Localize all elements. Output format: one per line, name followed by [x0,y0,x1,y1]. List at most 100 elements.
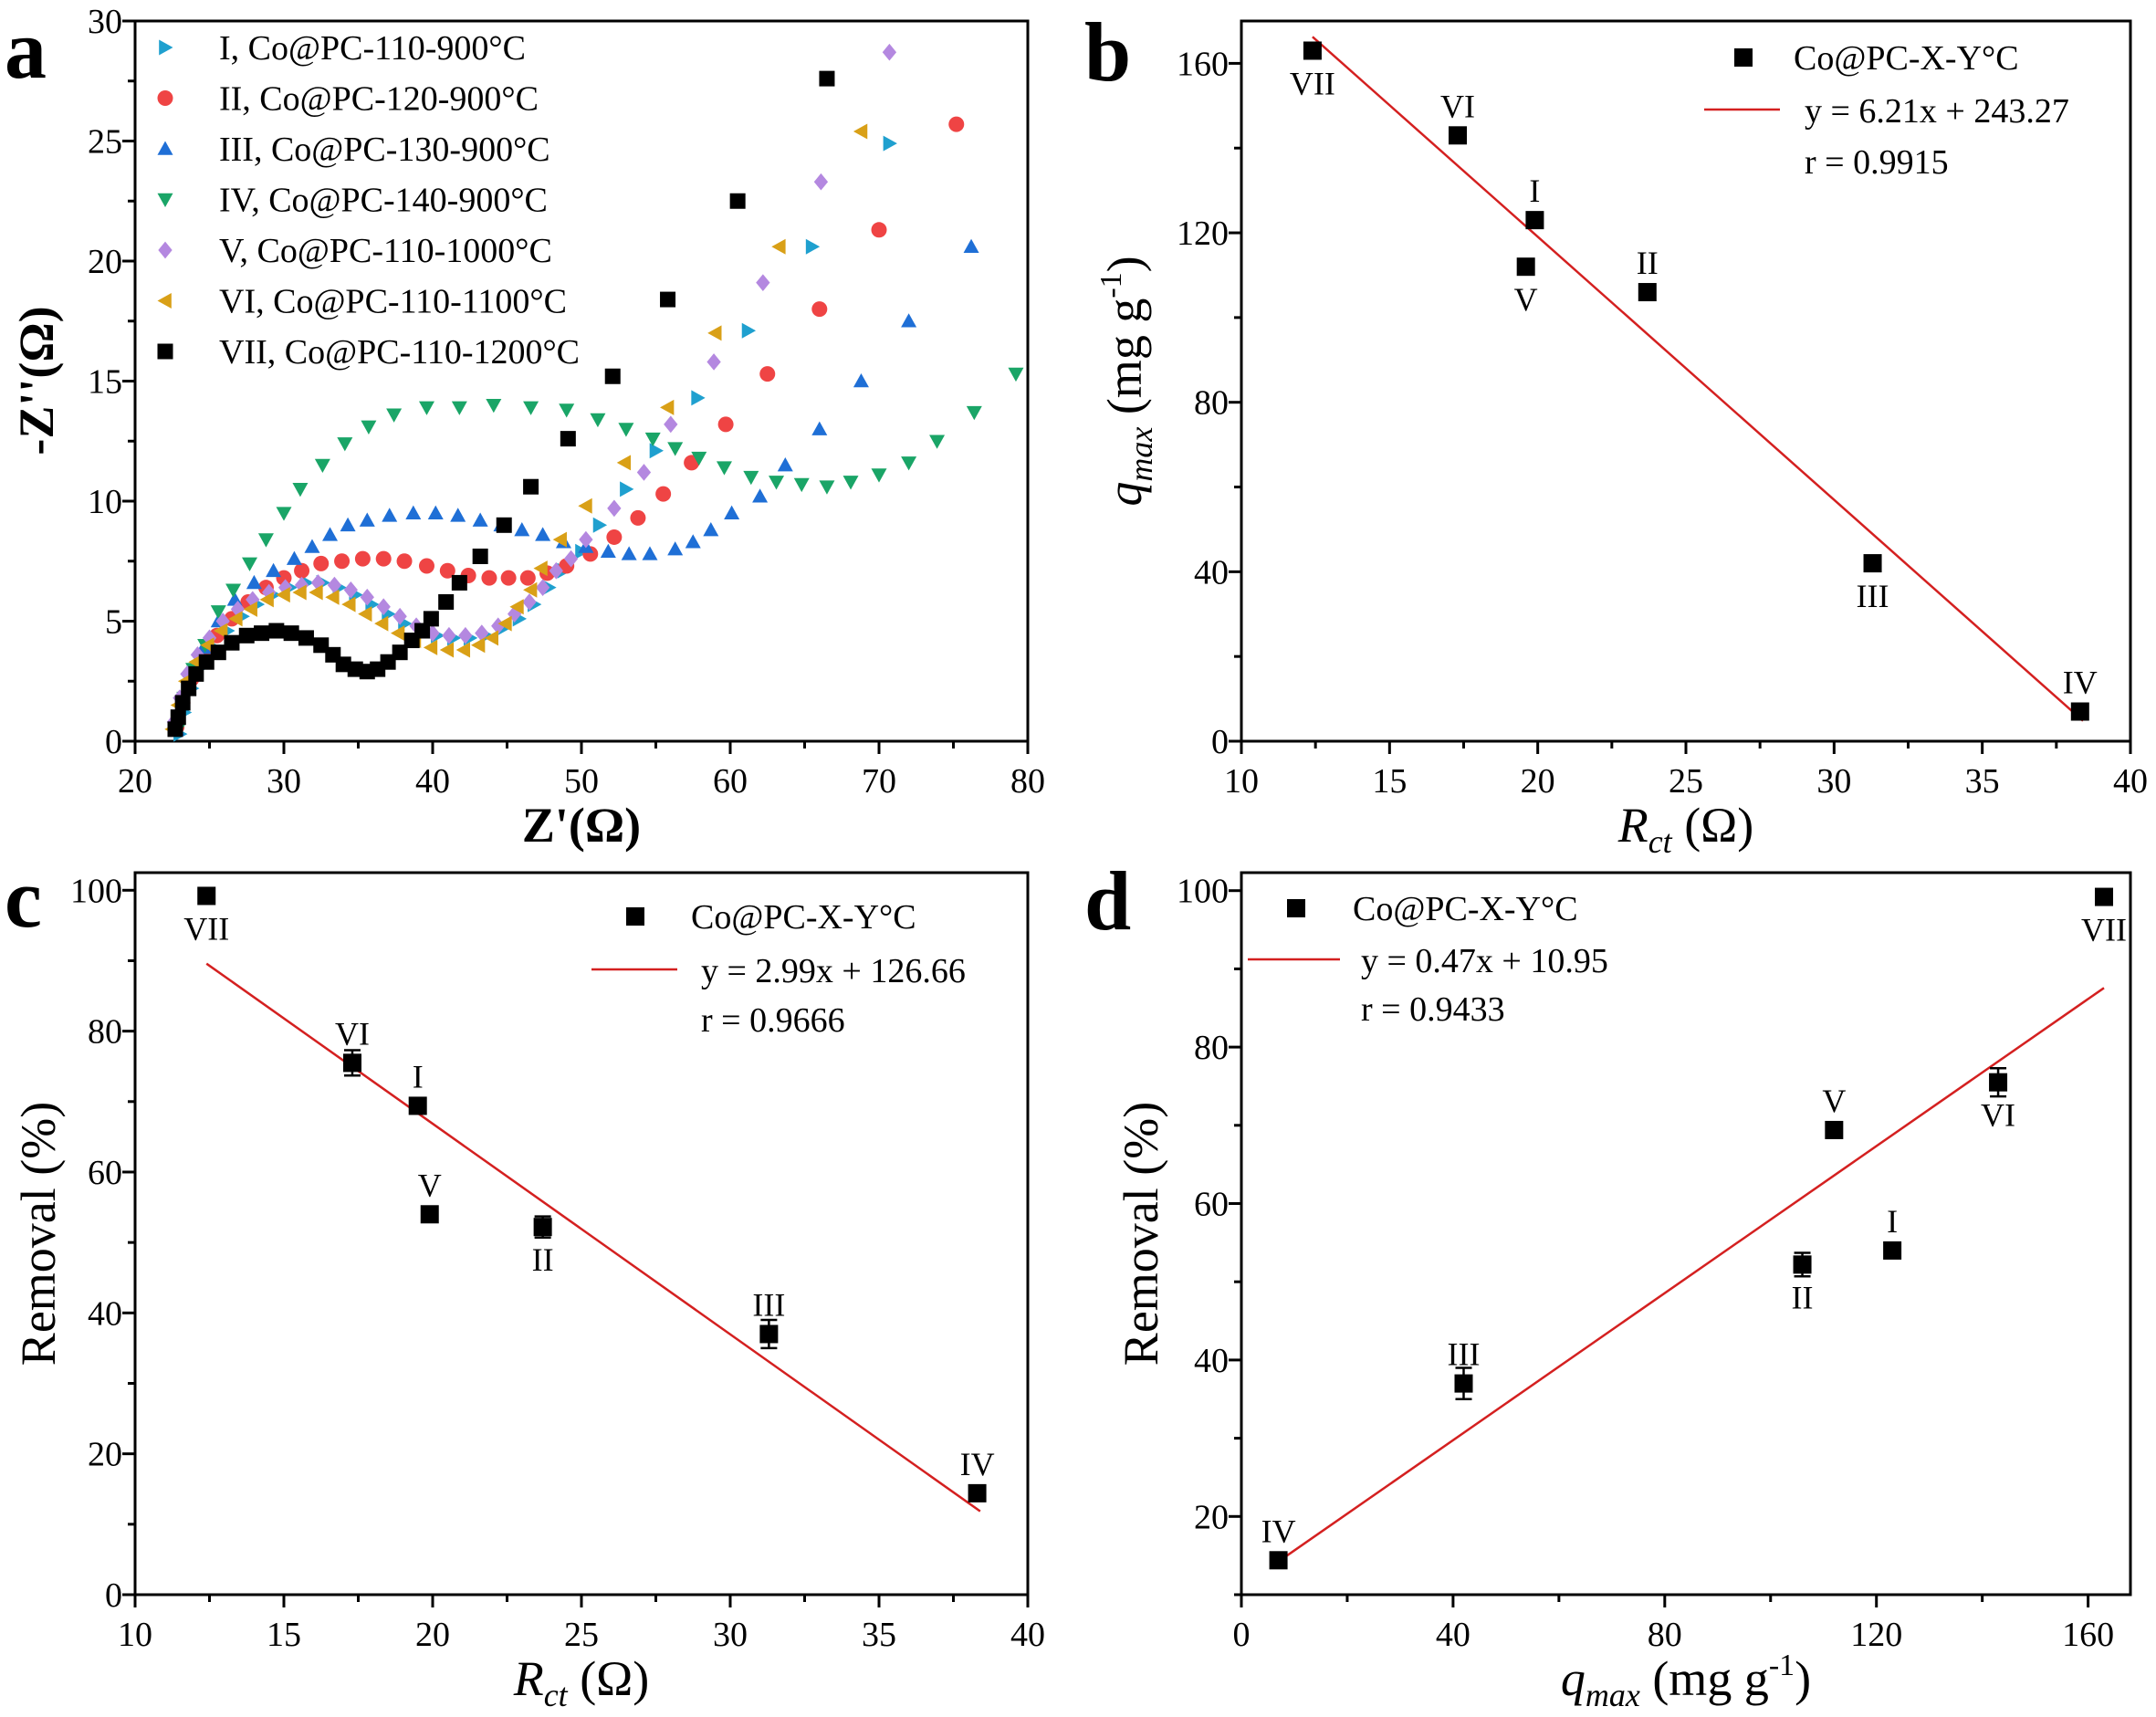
data-point [347,661,363,677]
data-point [334,553,351,570]
data-point [238,627,255,644]
data-point [294,576,309,594]
data-point [604,368,621,384]
data-marker [1863,554,1882,573]
panel-letter: a [5,3,47,96]
data-point [294,562,310,579]
point-label: IV [2063,665,2098,701]
data-point [292,483,309,497]
legend-label: Co@PC-X-Y°C [1794,39,2019,78]
y-tick-label: 100 [70,872,122,910]
axis-title-subscript: ct [1648,823,1673,860]
series-7 [167,70,835,738]
data-point [286,550,302,565]
point-label: I [1887,1203,1898,1240]
panel-a: a 20 30 40 50 60 70 80 0 5 10 15 20 25 30 I, Co@PC-110-… [5,3,1045,853]
data-marker [1516,257,1535,277]
correlation-label: r = 0.9666 [701,1001,845,1040]
data-point [418,558,434,574]
axis-title-superscript: -1 [1769,1649,1795,1682]
data-point [660,399,675,415]
data-point-VI: VI [1440,88,1475,145]
axis-title-unit: (Ω) [1672,798,1754,853]
data-point [354,550,371,567]
data-point [948,116,965,132]
data-point-VII: VII [1290,41,1335,101]
point-label: VII [1290,65,1335,101]
data-point [257,533,274,548]
y-tick-label: 60 [1194,1186,1229,1224]
y-tick-label: 80 [1194,384,1229,423]
data-point [405,505,422,519]
series-1 [173,135,897,742]
data-point [455,642,471,658]
data-point [392,644,408,661]
point-label: VI [335,1015,370,1052]
data-point [559,403,575,418]
point-label: V [418,1167,442,1203]
data-marker [197,886,216,906]
data-point [360,588,374,606]
data-point [729,193,746,209]
data-point [491,617,506,635]
data-point [292,584,307,601]
x-tick-label: 25 [1669,762,1703,801]
data-point [843,476,859,490]
data-point [309,584,323,601]
fit-line [205,962,981,1513]
data-point [522,593,537,611]
data-point [703,522,719,537]
x-axis-title: Z'(Ω) [522,798,641,853]
data-point [519,570,536,586]
legend-marker [157,141,173,155]
point-label: VI [1981,1097,2015,1134]
data-point [198,654,215,670]
data-point [481,570,497,586]
data-point [375,550,392,567]
data-point [335,656,351,673]
data-point [769,476,785,490]
legend-marker [157,293,172,309]
data-marker [759,1324,779,1344]
data-point [616,455,632,471]
data-point-V: V [1822,1083,1846,1139]
data-point [819,70,835,87]
data-point [579,530,593,549]
data-point [563,550,579,568]
data-point [667,442,684,456]
data-point [359,512,375,527]
data-point [210,644,226,661]
correlation-label: r = 0.9433 [1361,990,1505,1029]
data-point [439,562,455,579]
data-point [246,574,262,590]
panel-letter: b [1084,5,1131,99]
data-point [313,555,330,571]
data-point [214,623,228,639]
point-label: II [1792,1279,1814,1315]
data-point [472,548,488,564]
data-point [188,665,204,682]
data-point-II: II [532,1215,554,1278]
data-point [484,630,498,646]
data-point [752,488,769,503]
point-label: I [413,1058,424,1094]
data-point [391,625,405,642]
y-tick-label: 5 [105,603,122,642]
data-marker [1825,1120,1844,1139]
data-point [853,373,869,388]
y-tick-label: 25 [88,123,122,162]
data-point [230,601,246,618]
data-point [691,390,706,406]
data-point [181,680,197,696]
fit-line [1312,36,2084,722]
data-point [509,599,524,615]
data-point [606,529,623,545]
data-point [450,508,466,522]
data-point [486,399,502,414]
legend-marker [1287,899,1305,917]
data-point [327,576,342,594]
data-point [310,574,326,592]
y-tick-label: 120 [1177,215,1229,253]
data-point [630,509,646,526]
